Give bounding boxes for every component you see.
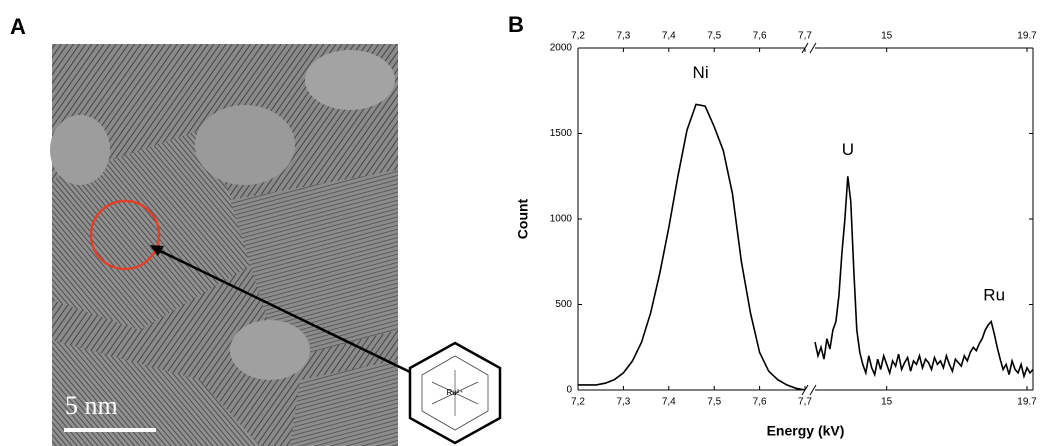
x-tick-label-top: 7,6 [753, 31, 767, 42]
x-axis-label: Energy (kV) [767, 423, 845, 439]
y-tick-label: 1500 [550, 128, 573, 139]
x-tick-label: 15 [881, 397, 893, 408]
tem-image [50, 44, 398, 446]
x-tick-label-top: 19.7 [1017, 31, 1037, 42]
scale-bar [64, 428, 156, 432]
arrow-head [150, 245, 164, 256]
peak-label: Ni [693, 63, 709, 82]
y-axis-label: Count [515, 198, 531, 239]
x-tick-label: 7,4 [662, 397, 676, 408]
x-tick-label-top: 7,4 [662, 31, 676, 42]
x-tick-label: 7,2 [571, 397, 585, 408]
x-tick-label: 7,6 [753, 397, 767, 408]
x-tick-label: 7,3 [616, 397, 630, 408]
peak-label: U [842, 140, 854, 159]
x-tick-label-top: 7,5 [707, 31, 721, 42]
scale-bar-label: 5 nm [65, 391, 118, 420]
x-tick-label-top: 7,3 [616, 31, 630, 42]
y-tick-label: 1000 [550, 214, 573, 225]
x-tick-label: 7,7 [798, 397, 812, 408]
inset-label: Ru²⁺ [446, 388, 463, 397]
spectrum-line [578, 103, 806, 391]
arrow [151, 245, 411, 374]
molecule-inset: Ru²⁺ [408, 341, 502, 445]
spectrum-line [814, 176, 1034, 380]
chart: B05001000150020007,27,27,37,37,47,47,57,… [508, 12, 1037, 439]
highlight-circle [89, 199, 161, 271]
x-tick-label-top: 7,7 [798, 31, 812, 42]
y-tick-label: 500 [555, 299, 572, 310]
peak-label: Ru [983, 285, 1005, 304]
panel-label: B [508, 12, 524, 37]
y-tick-label: 0 [566, 385, 572, 396]
x-tick-label-top: 15 [881, 31, 893, 42]
y-tick-label: 2000 [550, 43, 573, 54]
x-tick-label: 7,5 [707, 397, 721, 408]
x-tick-label: 19.7 [1017, 397, 1037, 408]
panel-label: A [10, 14, 26, 39]
x-tick-label-top: 7,2 [571, 31, 585, 42]
